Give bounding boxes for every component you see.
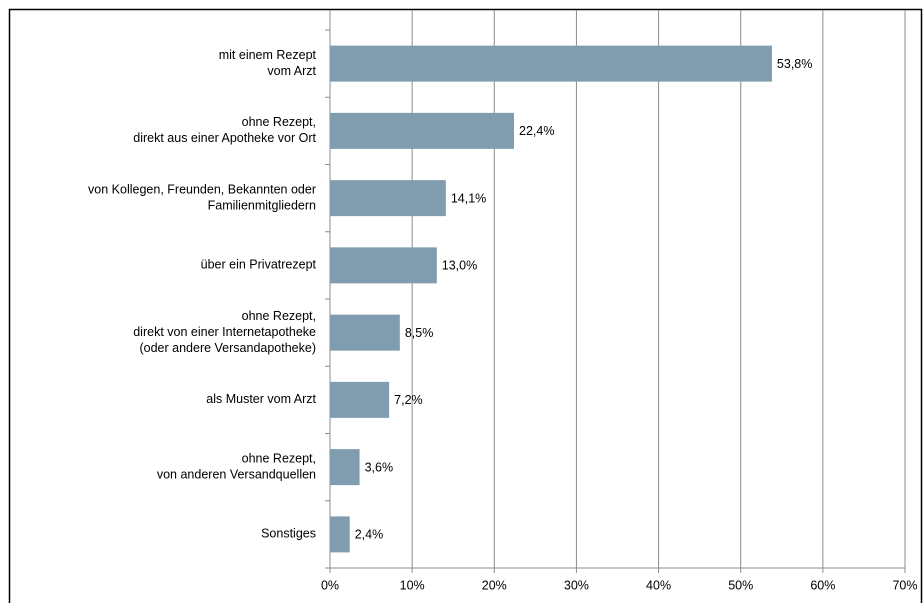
y-tick-label: ohne Rezept, xyxy=(242,309,316,323)
bar xyxy=(330,314,400,351)
value-label: 2,4% xyxy=(355,528,384,542)
x-tick-label: 60% xyxy=(810,578,835,592)
x-tick-label: 30% xyxy=(564,578,589,592)
chart-frame xyxy=(8,8,923,603)
bar xyxy=(330,45,772,82)
y-tick-label: mit einem Rezept xyxy=(219,48,317,62)
y-tick-label: ohne Rezept, xyxy=(242,115,316,129)
x-tick-label: 50% xyxy=(728,578,753,592)
value-label: 13,0% xyxy=(442,259,477,273)
y-tick-label: Sonstiges xyxy=(261,527,316,541)
value-label: 14,1% xyxy=(451,191,486,205)
x-tick-label: 70% xyxy=(892,578,917,592)
x-tick-label: 0% xyxy=(321,578,339,592)
y-tick-label: Familienmitgliedern xyxy=(208,198,316,212)
y-tick-label: (oder andere Versandapotheke) xyxy=(139,341,316,355)
y-tick-label: als Muster vom Arzt xyxy=(206,392,316,406)
bar xyxy=(330,381,390,418)
y-tick-label: direkt von einer Internetapotheke xyxy=(133,325,316,339)
value-label: 3,6% xyxy=(365,460,394,474)
value-label: 22,4% xyxy=(519,124,554,138)
value-label: 8,5% xyxy=(405,326,434,340)
y-tick-label: ohne Rezept, xyxy=(242,451,316,465)
x-tick-label: 40% xyxy=(646,578,671,592)
bar xyxy=(330,449,360,486)
bar xyxy=(330,516,350,553)
x-tick-label: 20% xyxy=(482,578,507,592)
y-tick-label: vom Arzt xyxy=(267,64,316,78)
x-tick-label: 10% xyxy=(400,578,425,592)
bar xyxy=(330,247,437,284)
bar xyxy=(330,180,446,217)
value-label: 53,8% xyxy=(777,57,812,71)
y-tick-label: von anderen Versandquellen xyxy=(157,467,316,481)
bar xyxy=(330,112,514,149)
y-tick-label: über ein Privatrezept xyxy=(201,258,317,272)
y-tick-label: direkt aus einer Apotheke vor Ort xyxy=(133,131,316,145)
y-tick-label: von Kollegen, Freunden, Bekannten oder xyxy=(88,182,316,196)
value-label: 7,2% xyxy=(394,393,423,407)
